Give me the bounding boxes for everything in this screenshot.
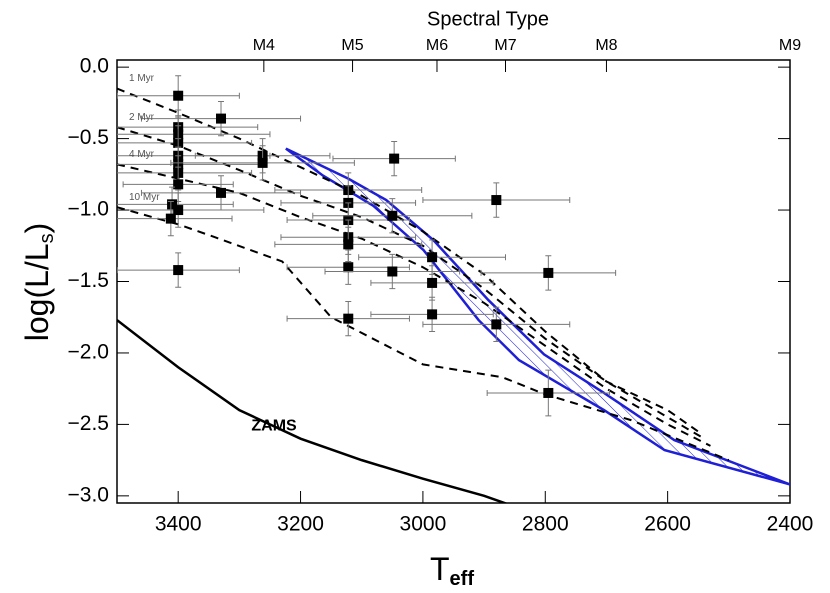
x-label-main: T bbox=[430, 551, 450, 587]
data-point bbox=[491, 195, 502, 206]
data-point bbox=[491, 319, 502, 330]
x-tick-label: 2600 bbox=[644, 513, 691, 536]
x-tick-label: 2800 bbox=[522, 513, 569, 536]
data-point bbox=[216, 187, 227, 198]
y-label-main: log(L/L bbox=[19, 243, 55, 341]
data-point bbox=[543, 267, 554, 278]
y-tick-label: 0.0 bbox=[80, 55, 109, 78]
data-point bbox=[216, 113, 227, 124]
data-point bbox=[387, 266, 398, 277]
x-label-sub: eff bbox=[450, 568, 475, 590]
top-tick-label: M4 bbox=[253, 37, 275, 54]
data-point bbox=[427, 309, 438, 320]
top-tick-label: M7 bbox=[494, 37, 516, 54]
y-label-close: ) bbox=[19, 223, 55, 234]
data-point bbox=[173, 90, 184, 101]
isochrone bbox=[117, 87, 699, 433]
data-point bbox=[257, 157, 268, 168]
y-label-sub: s bbox=[36, 233, 58, 243]
zams-line bbox=[117, 319, 509, 503]
y-tick-label: −0.5 bbox=[68, 126, 109, 149]
data-point bbox=[543, 387, 554, 398]
data-point bbox=[389, 153, 400, 164]
x-tick-label: 2400 bbox=[767, 513, 814, 536]
y-tick-label: −2.0 bbox=[68, 340, 109, 363]
plot-area bbox=[117, 75, 790, 503]
x-axis-label: Teff bbox=[430, 551, 474, 590]
isochrone-label: 4 Myr bbox=[129, 149, 155, 160]
model-band bbox=[285, 147, 790, 486]
y-axis-label: log(L/Ls) bbox=[19, 223, 58, 342]
top-tick-label: M5 bbox=[341, 37, 363, 54]
data-point bbox=[167, 199, 178, 210]
data-point bbox=[343, 262, 354, 273]
top-tick-label: M8 bbox=[595, 37, 617, 54]
data-point bbox=[173, 179, 184, 190]
x-tick-label: 3200 bbox=[277, 513, 324, 536]
isochrone-label: 10 Myr bbox=[129, 192, 160, 203]
y-tick-label: −3.0 bbox=[68, 483, 109, 506]
data-point bbox=[387, 210, 398, 221]
x-tick-label: 3400 bbox=[155, 513, 202, 536]
top-tick-label: M9 bbox=[779, 37, 801, 54]
data-point bbox=[343, 239, 354, 250]
y-tick-label: −2.5 bbox=[68, 412, 109, 435]
x-tick-label: 3000 bbox=[400, 513, 447, 536]
zams-label: ZAMS bbox=[251, 417, 297, 434]
data-point bbox=[173, 205, 184, 216]
isochrone-label: 1 Myr bbox=[129, 73, 155, 84]
top-axis-label: Spectral Type bbox=[427, 8, 549, 30]
isochrone bbox=[117, 126, 705, 440]
data-point bbox=[427, 252, 438, 263]
data-point bbox=[427, 277, 438, 288]
top-tick-label: M6 bbox=[426, 37, 448, 54]
data-point bbox=[173, 265, 184, 276]
data-point bbox=[343, 313, 354, 324]
isochrone bbox=[117, 206, 730, 462]
y-tick-label: −1.5 bbox=[68, 269, 109, 292]
y-tick-label: −1.0 bbox=[68, 198, 109, 221]
isochrone-label: 2 Myr bbox=[129, 112, 155, 123]
data-point bbox=[165, 213, 176, 224]
